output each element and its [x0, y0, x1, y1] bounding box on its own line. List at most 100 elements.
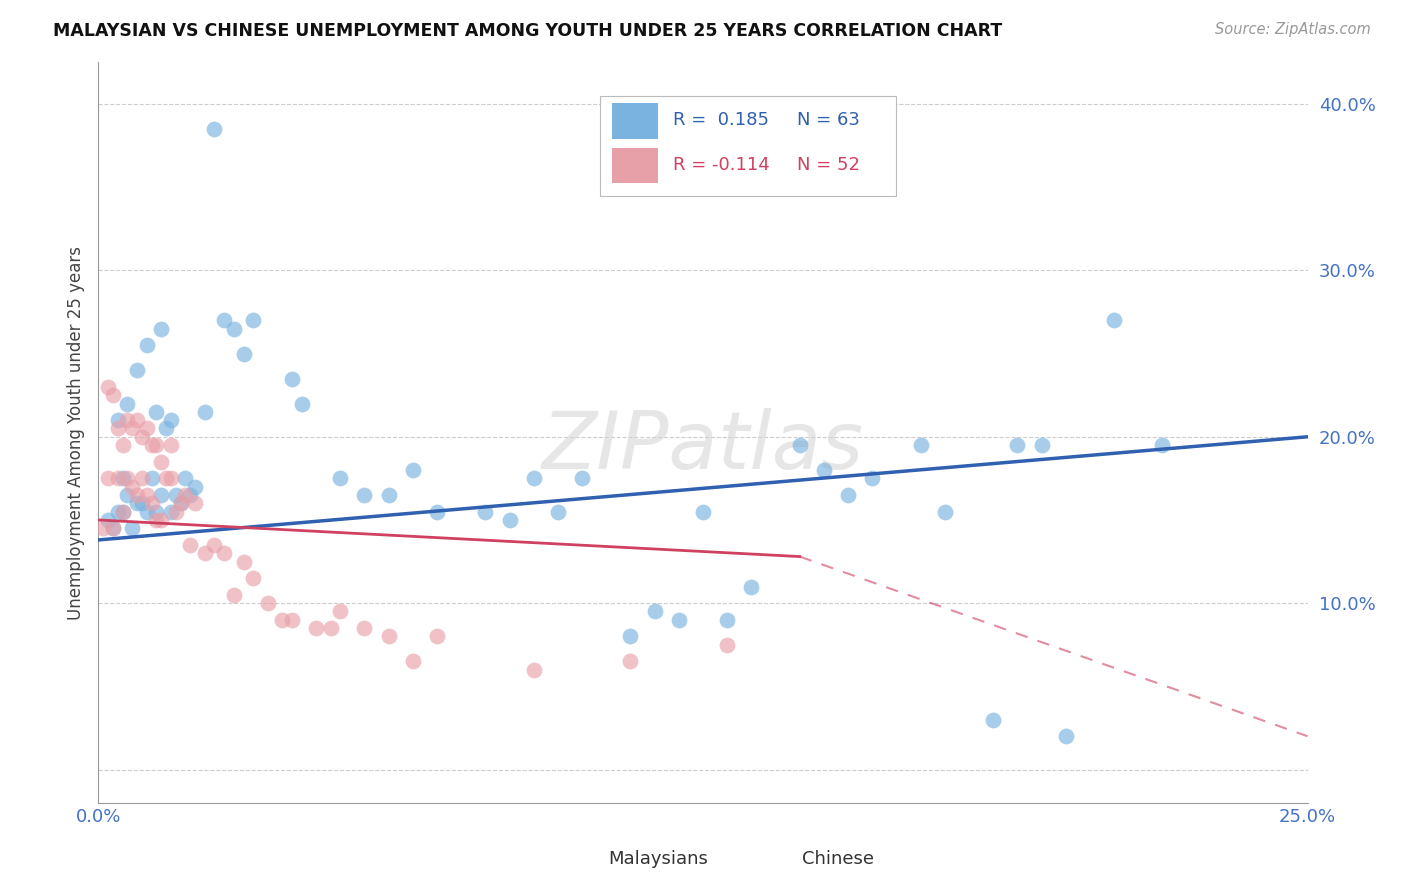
- Point: [271, 613, 294, 627]
- Text: ZIPatlas: ZIPatlas: [541, 409, 865, 486]
- Point: [789, 438, 811, 452]
- Point: [141, 438, 163, 452]
- Point: [222, 588, 245, 602]
- Text: MALAYSIAN VS CHINESE UNEMPLOYMENT AMONG YOUTH UNDER 25 YEARS CORRELATION CHART: MALAYSIAN VS CHINESE UNEMPLOYMENT AMONG …: [53, 22, 1002, 40]
- Point: [1031, 438, 1053, 452]
- Point: [1007, 438, 1029, 452]
- Point: [127, 496, 149, 510]
- Point: [145, 405, 167, 419]
- Point: [145, 438, 167, 452]
- Point: [169, 496, 191, 510]
- Point: [305, 621, 328, 635]
- Point: [155, 421, 177, 435]
- Text: Chinese: Chinese: [803, 850, 875, 868]
- Point: [740, 580, 762, 594]
- Point: [813, 463, 835, 477]
- Point: [135, 488, 157, 502]
- Point: [319, 621, 342, 635]
- Point: [169, 496, 191, 510]
- Point: [692, 505, 714, 519]
- Point: [212, 546, 235, 560]
- Point: [141, 471, 163, 485]
- Point: [329, 471, 352, 485]
- Point: [107, 421, 129, 435]
- Point: [179, 488, 201, 502]
- Point: [1102, 313, 1125, 327]
- Point: [121, 480, 143, 494]
- Point: [160, 471, 183, 485]
- Point: [204, 538, 226, 552]
- Point: [131, 430, 153, 444]
- Point: [165, 505, 187, 519]
- Point: [101, 388, 124, 402]
- Point: [232, 555, 254, 569]
- FancyBboxPatch shape: [561, 845, 603, 874]
- Text: Malaysians: Malaysians: [609, 850, 709, 868]
- Point: [194, 546, 217, 560]
- Point: [910, 438, 932, 452]
- Point: [121, 421, 143, 435]
- Point: [402, 463, 425, 477]
- Point: [101, 521, 124, 535]
- FancyBboxPatch shape: [613, 147, 658, 183]
- Point: [179, 538, 201, 552]
- Point: [117, 488, 139, 502]
- Point: [1152, 438, 1174, 452]
- Point: [111, 505, 134, 519]
- Point: [155, 471, 177, 485]
- Point: [160, 438, 183, 452]
- Point: [426, 629, 449, 643]
- Point: [160, 505, 183, 519]
- Point: [644, 605, 666, 619]
- Point: [135, 505, 157, 519]
- Point: [547, 505, 569, 519]
- Point: [934, 505, 956, 519]
- Point: [107, 413, 129, 427]
- Point: [242, 313, 264, 327]
- Text: R =  0.185: R = 0.185: [672, 112, 769, 129]
- Point: [837, 488, 859, 502]
- Point: [571, 471, 593, 485]
- Point: [131, 471, 153, 485]
- Point: [353, 488, 375, 502]
- Point: [290, 396, 312, 410]
- Point: [474, 505, 496, 519]
- Text: R = -0.114: R = -0.114: [672, 155, 769, 174]
- Point: [150, 488, 173, 502]
- Point: [111, 505, 134, 519]
- Point: [184, 480, 207, 494]
- Point: [97, 513, 120, 527]
- Point: [377, 488, 399, 502]
- Point: [981, 713, 1004, 727]
- Point: [150, 321, 173, 335]
- Point: [135, 421, 157, 435]
- Point: [619, 654, 641, 668]
- FancyBboxPatch shape: [755, 845, 796, 874]
- FancyBboxPatch shape: [613, 103, 658, 138]
- Point: [184, 496, 207, 510]
- Point: [97, 380, 120, 394]
- Point: [117, 413, 139, 427]
- Y-axis label: Unemployment Among Youth under 25 years: Unemployment Among Youth under 25 years: [66, 245, 84, 620]
- Point: [523, 663, 546, 677]
- Point: [117, 471, 139, 485]
- Point: [165, 488, 187, 502]
- Point: [523, 471, 546, 485]
- Point: [377, 629, 399, 643]
- Point: [111, 438, 134, 452]
- Point: [111, 471, 134, 485]
- Point: [498, 513, 520, 527]
- Point: [107, 471, 129, 485]
- Point: [141, 496, 163, 510]
- Point: [174, 471, 197, 485]
- Point: [101, 521, 124, 535]
- Text: N = 52: N = 52: [797, 155, 860, 174]
- Point: [716, 613, 738, 627]
- Point: [121, 521, 143, 535]
- Point: [174, 488, 197, 502]
- Point: [97, 471, 120, 485]
- Point: [242, 571, 264, 585]
- Point: [117, 396, 139, 410]
- Point: [145, 505, 167, 519]
- Point: [619, 629, 641, 643]
